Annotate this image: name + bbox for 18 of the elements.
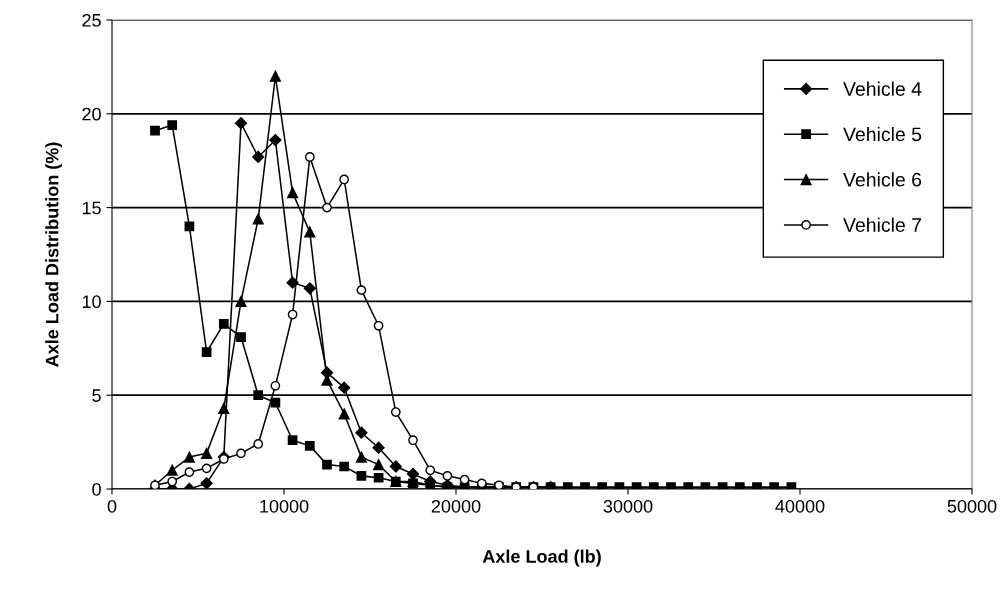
legend-label: Vehicle 5 xyxy=(843,126,922,142)
x-tick-label: 20000 xyxy=(431,499,481,513)
x-tick-label: 50000 xyxy=(947,499,997,513)
y-tick-label: 15 xyxy=(82,201,101,215)
x-tick-label: 0 xyxy=(107,499,117,513)
y-tick-label: 5 xyxy=(92,389,101,402)
x-axis-title: Axle Load (lb) xyxy=(482,549,601,567)
y-axis-title: Axle Load Distribution (%) xyxy=(45,142,63,367)
legend-label: Vehicle 7 xyxy=(843,217,921,232)
legend-label: Vehicle 4 xyxy=(843,81,922,96)
x-tick-label: 30000 xyxy=(603,499,653,513)
x-tick-label: 10000 xyxy=(260,499,309,513)
y-tick-label: 10 xyxy=(82,295,101,309)
y-tick-label: 0 xyxy=(92,482,101,496)
y-tick-label: 20 xyxy=(82,107,101,121)
legend-label: Vehicle 6 xyxy=(843,172,922,187)
x-tick-label: 40000 xyxy=(775,499,825,513)
y-tick-label: 25 xyxy=(82,13,101,27)
